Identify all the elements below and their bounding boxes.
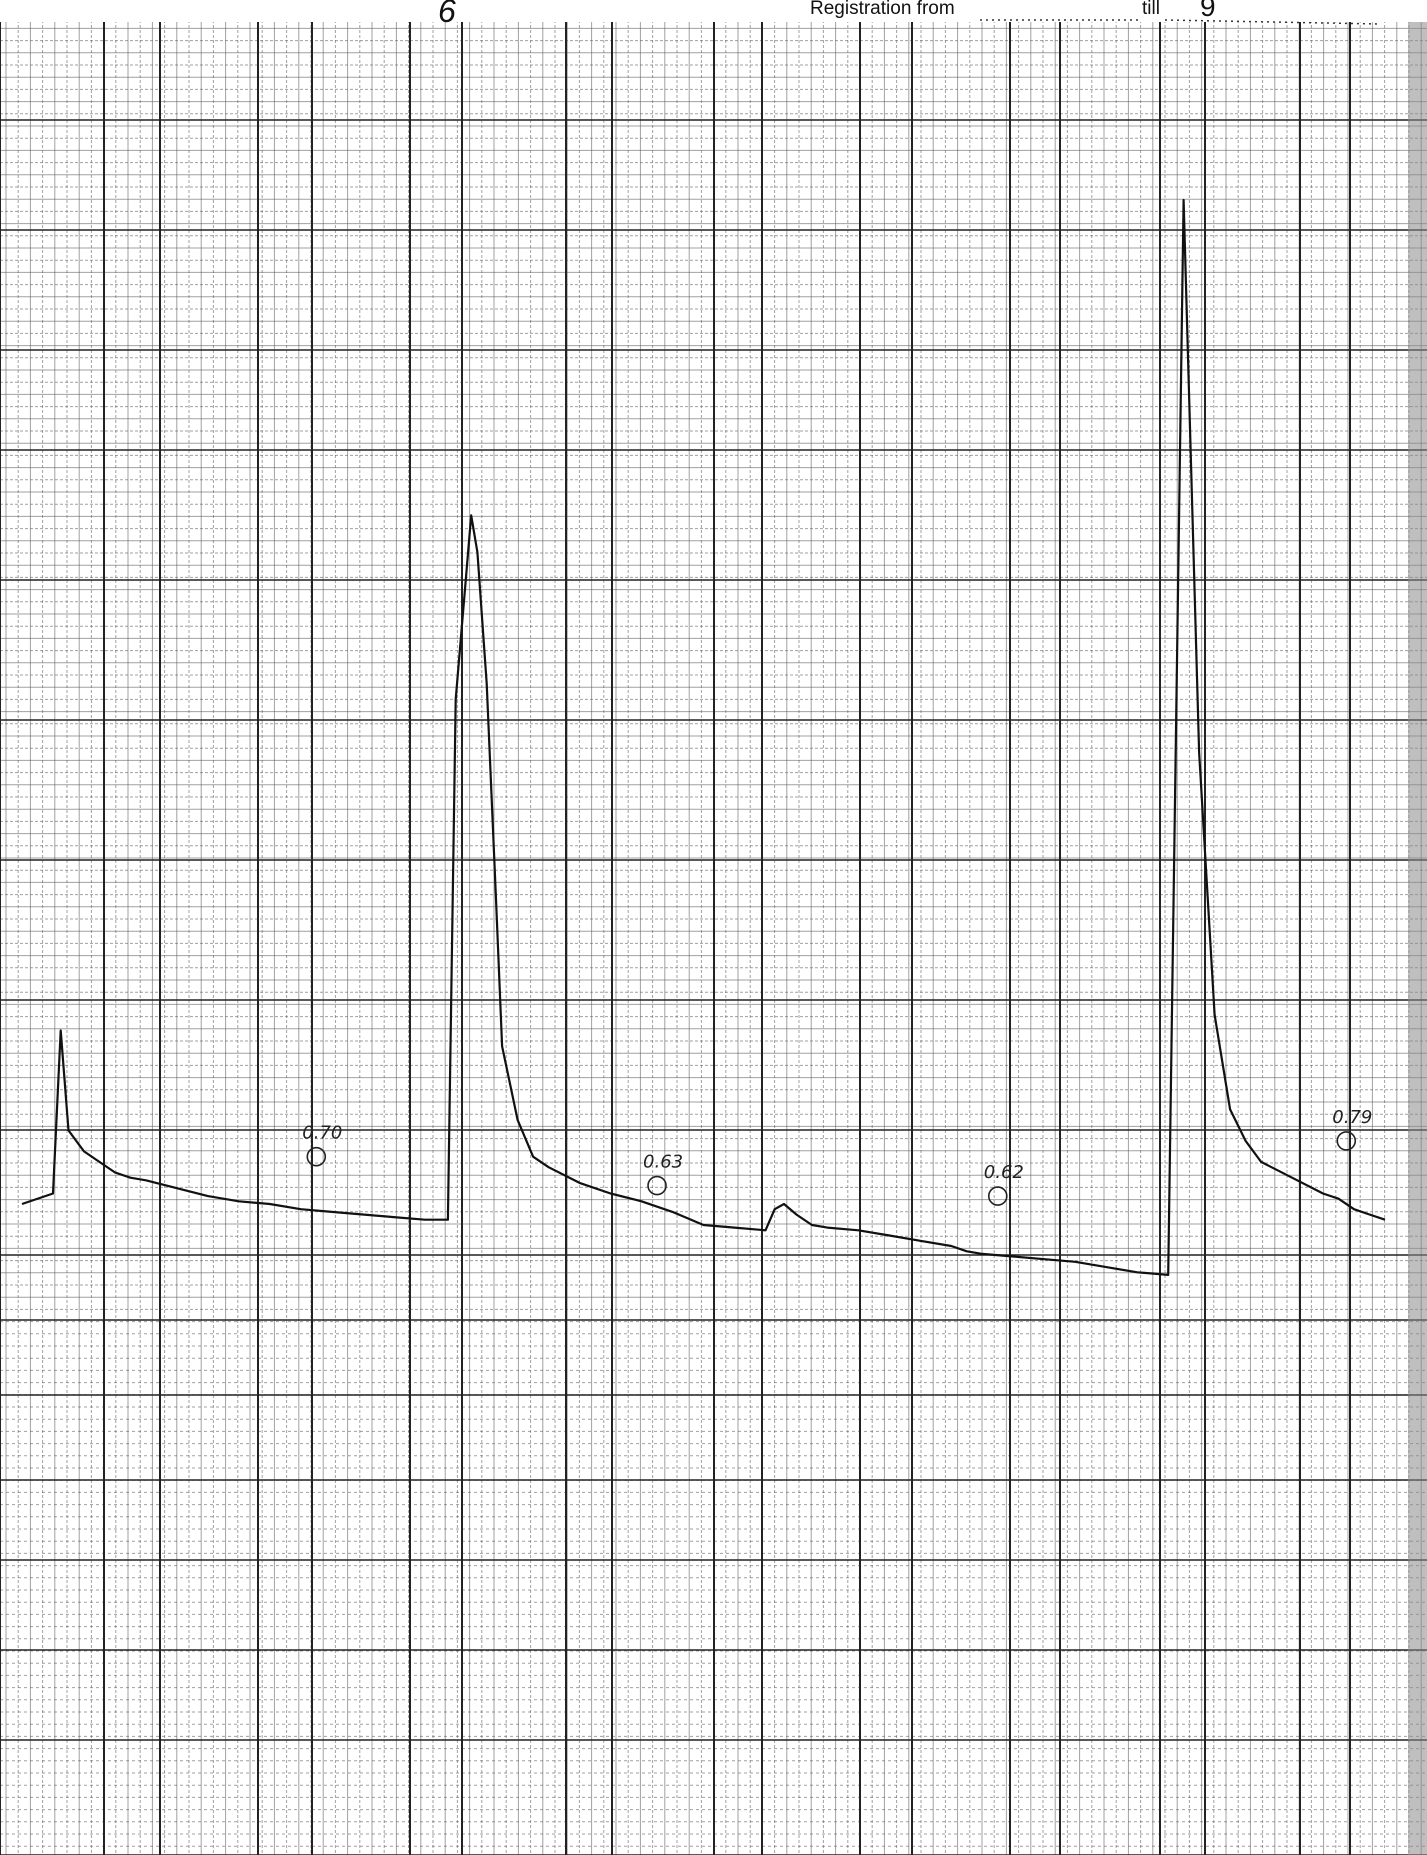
- annotation-marker: [1336, 1131, 1357, 1151]
- till-label: till: [1142, 0, 1160, 19]
- trace-line: [21, 198, 1386, 1276]
- till-value: 9: [1200, 0, 1216, 22]
- annotation-marker: [647, 1175, 667, 1196]
- annotation-label: 0.63: [643, 1152, 683, 1173]
- trace-layer: [21, 198, 1386, 1276]
- annotation-marker: [987, 1186, 1008, 1206]
- scan-edge-shadow: [1408, 0, 1427, 1855]
- annotation-label: 0.62: [984, 1162, 1024, 1183]
- annotation-label: 0.70: [302, 1123, 342, 1144]
- annotation-layer: 0.70 0.63 0.62 0.79: [302, 1107, 1372, 1206]
- corner-mark: 6: [438, 0, 456, 29]
- form-header: Registration from till 9 6: [0, 0, 1427, 29]
- registration-label: Registration from: [810, 0, 955, 19]
- annotation-marker: [306, 1146, 327, 1167]
- annotation-label: 0.79: [1332, 1107, 1372, 1128]
